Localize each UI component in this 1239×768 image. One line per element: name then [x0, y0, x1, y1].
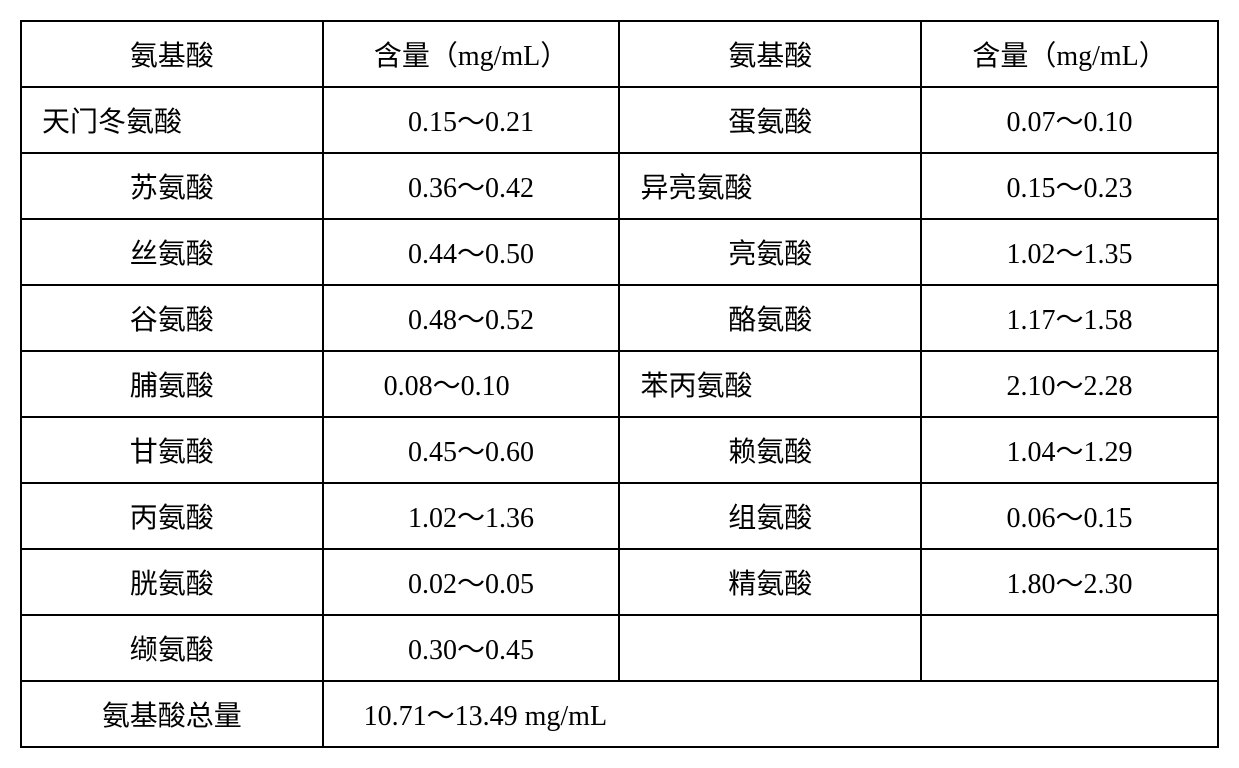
- amino-name: 缬氨酸: [21, 615, 323, 681]
- amino-value-empty: [921, 615, 1218, 681]
- table-row: 缬氨酸 0.30～0.45: [21, 615, 1218, 681]
- amino-name: 苏氨酸: [21, 153, 323, 219]
- header-col3: 氨基酸: [619, 21, 921, 87]
- amino-value: 0.15～0.21: [323, 87, 620, 153]
- amino-value: 0.08～0.10: [323, 351, 620, 417]
- table-row: 脯氨酸 0.08～0.10 苯丙氨酸 2.10～2.28: [21, 351, 1218, 417]
- amino-value: 0.30～0.45: [323, 615, 620, 681]
- amino-name: 甘氨酸: [21, 417, 323, 483]
- amino-value: 1.80～2.30: [921, 549, 1218, 615]
- amino-value: 0.02～0.05: [323, 549, 620, 615]
- amino-value: 0.36～0.42: [323, 153, 620, 219]
- table-total-row: 氨基酸总量 10.71～13.49 mg/mL: [21, 681, 1218, 747]
- amino-value: 1.02～1.36: [323, 483, 620, 549]
- amino-name: 胱氨酸: [21, 549, 323, 615]
- table-row: 谷氨酸 0.48～0.52 酪氨酸 1.17～1.58: [21, 285, 1218, 351]
- header-col1: 氨基酸: [21, 21, 323, 87]
- amino-name: 谷氨酸: [21, 285, 323, 351]
- table-row: 胱氨酸 0.02～0.05 精氨酸 1.80～2.30: [21, 549, 1218, 615]
- amino-name: 脯氨酸: [21, 351, 323, 417]
- table-row: 苏氨酸 0.36～0.42 异亮氨酸 0.15～0.23: [21, 153, 1218, 219]
- amino-value: 1.17～1.58: [921, 285, 1218, 351]
- amino-name: 酪氨酸: [619, 285, 921, 351]
- amino-value: 0.48～0.52: [323, 285, 620, 351]
- amino-value: 0.06～0.15: [921, 483, 1218, 549]
- table-header-row: 氨基酸 含量（mg/mL） 氨基酸 含量（mg/mL）: [21, 21, 1218, 87]
- header-col2: 含量（mg/mL）: [323, 21, 620, 87]
- amino-name: 丙氨酸: [21, 483, 323, 549]
- amino-name: 赖氨酸: [619, 417, 921, 483]
- amino-name: 精氨酸: [619, 549, 921, 615]
- amino-value: 0.07～0.10: [921, 87, 1218, 153]
- amino-value: 1.02～1.35: [921, 219, 1218, 285]
- amino-name: 丝氨酸: [21, 219, 323, 285]
- total-label: 氨基酸总量: [21, 681, 323, 747]
- table-row: 甘氨酸 0.45～0.60 赖氨酸 1.04～1.29: [21, 417, 1218, 483]
- amino-name: 亮氨酸: [619, 219, 921, 285]
- amino-name: 天门冬氨酸: [21, 87, 323, 153]
- table-row: 丙氨酸 1.02～1.36 组氨酸 0.06～0.15: [21, 483, 1218, 549]
- table-row: 丝氨酸 0.44～0.50 亮氨酸 1.02～1.35: [21, 219, 1218, 285]
- amino-name: 苯丙氨酸: [619, 351, 921, 417]
- amino-acid-table: 氨基酸 含量（mg/mL） 氨基酸 含量（mg/mL） 天门冬氨酸 0.15～0…: [20, 20, 1219, 748]
- amino-name: 组氨酸: [619, 483, 921, 549]
- amino-value: 0.45～0.60: [323, 417, 620, 483]
- amino-name: 蛋氨酸: [619, 87, 921, 153]
- total-value: 10.71～13.49 mg/mL: [323, 681, 1218, 747]
- amino-value: 2.10～2.28: [921, 351, 1218, 417]
- amino-name: 异亮氨酸: [619, 153, 921, 219]
- amino-name-empty: [619, 615, 921, 681]
- amino-value: 0.44～0.50: [323, 219, 620, 285]
- header-col4: 含量（mg/mL）: [921, 21, 1218, 87]
- amino-value: 1.04～1.29: [921, 417, 1218, 483]
- amino-value: 0.15～0.23: [921, 153, 1218, 219]
- table-row: 天门冬氨酸 0.15～0.21 蛋氨酸 0.07～0.10: [21, 87, 1218, 153]
